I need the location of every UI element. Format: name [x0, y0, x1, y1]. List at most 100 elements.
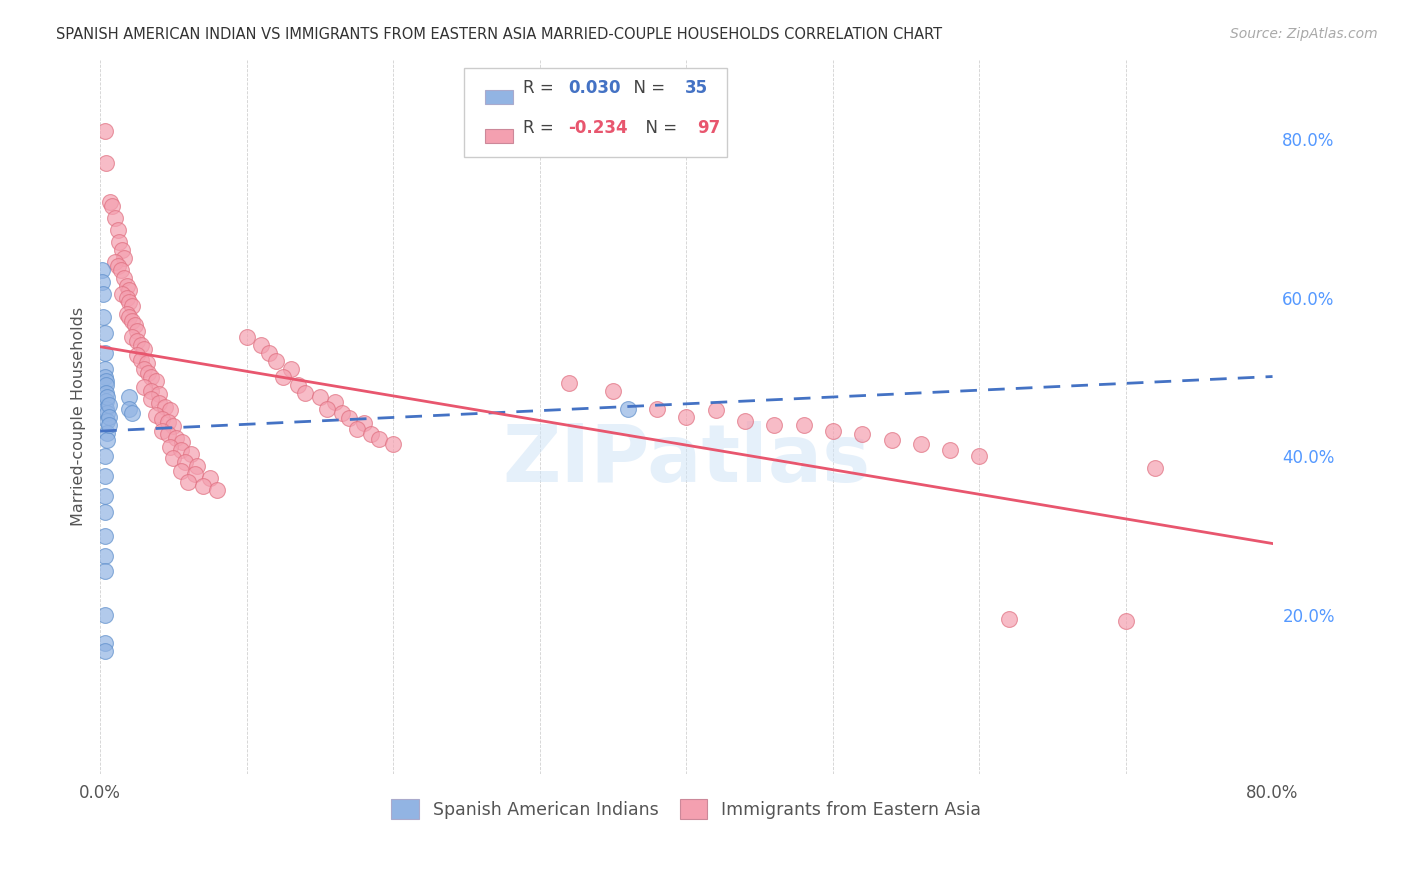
- Point: [153, 400, 176, 414]
- Point: [763, 417, 786, 432]
- Point: [177, 475, 200, 489]
- Point: [360, 427, 382, 442]
- Point: [118, 283, 141, 297]
- Point: [93, 124, 115, 138]
- Point: [156, 415, 179, 429]
- Text: 35: 35: [685, 79, 709, 97]
- Point: [198, 471, 221, 485]
- Point: [100, 195, 122, 210]
- Point: [94, 385, 117, 400]
- Point: [257, 346, 280, 360]
- Point: [97, 409, 120, 424]
- Point: [97, 398, 120, 412]
- Point: [250, 338, 273, 352]
- Point: [309, 390, 332, 404]
- Point: [93, 370, 115, 384]
- Point: [165, 431, 187, 445]
- Point: [93, 636, 115, 650]
- Point: [93, 469, 115, 483]
- Point: [704, 403, 727, 417]
- Point: [353, 416, 375, 430]
- FancyBboxPatch shape: [485, 129, 513, 143]
- Point: [90, 275, 112, 289]
- Point: [172, 435, 194, 450]
- Point: [118, 390, 141, 404]
- Point: [558, 376, 581, 391]
- Point: [124, 318, 146, 333]
- Point: [294, 385, 316, 400]
- Point: [675, 409, 697, 424]
- Point: [112, 251, 135, 265]
- Point: [148, 396, 170, 410]
- Point: [162, 450, 184, 465]
- Point: [129, 352, 152, 367]
- Text: -0.234: -0.234: [568, 119, 627, 136]
- Point: [96, 434, 118, 448]
- Point: [186, 458, 208, 473]
- Point: [939, 443, 962, 458]
- Point: [111, 243, 134, 257]
- Point: [91, 310, 114, 325]
- Point: [93, 565, 115, 579]
- Point: [121, 406, 143, 420]
- Point: [132, 343, 155, 357]
- Point: [141, 392, 163, 407]
- Point: [110, 263, 132, 277]
- Point: [821, 424, 844, 438]
- Point: [125, 324, 148, 338]
- Point: [264, 354, 287, 368]
- Point: [170, 464, 193, 478]
- Point: [1115, 615, 1137, 629]
- Point: [174, 455, 197, 469]
- Point: [382, 437, 405, 451]
- Text: SPANISH AMERICAN INDIAN VS IMMIGRANTS FROM EASTERN ASIA MARRIED-COUPLE HOUSEHOLD: SPANISH AMERICAN INDIAN VS IMMIGRANTS FR…: [56, 27, 942, 42]
- Point: [93, 489, 115, 503]
- Point: [156, 427, 179, 442]
- Point: [121, 299, 143, 313]
- FancyBboxPatch shape: [464, 68, 727, 158]
- Point: [136, 356, 159, 370]
- Point: [969, 450, 991, 464]
- Point: [118, 294, 141, 309]
- Point: [96, 406, 118, 420]
- Point: [115, 291, 138, 305]
- Point: [191, 479, 214, 493]
- Point: [367, 432, 389, 446]
- Text: R =: R =: [523, 79, 560, 97]
- Point: [273, 370, 295, 384]
- Point: [150, 412, 173, 426]
- Text: 0.030: 0.030: [568, 79, 620, 97]
- Point: [121, 314, 143, 328]
- Point: [280, 362, 302, 376]
- Point: [910, 437, 932, 451]
- Text: Source: ZipAtlas.com: Source: ZipAtlas.com: [1230, 27, 1378, 41]
- Point: [115, 306, 138, 320]
- Point: [90, 263, 112, 277]
- Point: [125, 348, 148, 362]
- Point: [94, 374, 117, 388]
- Point: [112, 270, 135, 285]
- Point: [115, 278, 138, 293]
- Point: [93, 505, 115, 519]
- Point: [235, 330, 257, 344]
- Point: [602, 384, 624, 398]
- Point: [159, 403, 181, 417]
- Point: [207, 483, 229, 497]
- Point: [93, 644, 115, 658]
- Point: [138, 366, 160, 380]
- Point: [180, 447, 202, 461]
- Point: [150, 424, 173, 438]
- Point: [337, 411, 360, 425]
- Point: [645, 401, 668, 416]
- Point: [148, 387, 170, 401]
- Text: N =: N =: [634, 119, 682, 136]
- Point: [91, 286, 114, 301]
- Point: [141, 370, 163, 384]
- Point: [96, 414, 118, 428]
- FancyBboxPatch shape: [485, 90, 513, 103]
- Point: [316, 401, 339, 416]
- Point: [104, 211, 127, 226]
- Point: [129, 338, 152, 352]
- Point: [93, 529, 115, 543]
- Text: 97: 97: [697, 119, 720, 136]
